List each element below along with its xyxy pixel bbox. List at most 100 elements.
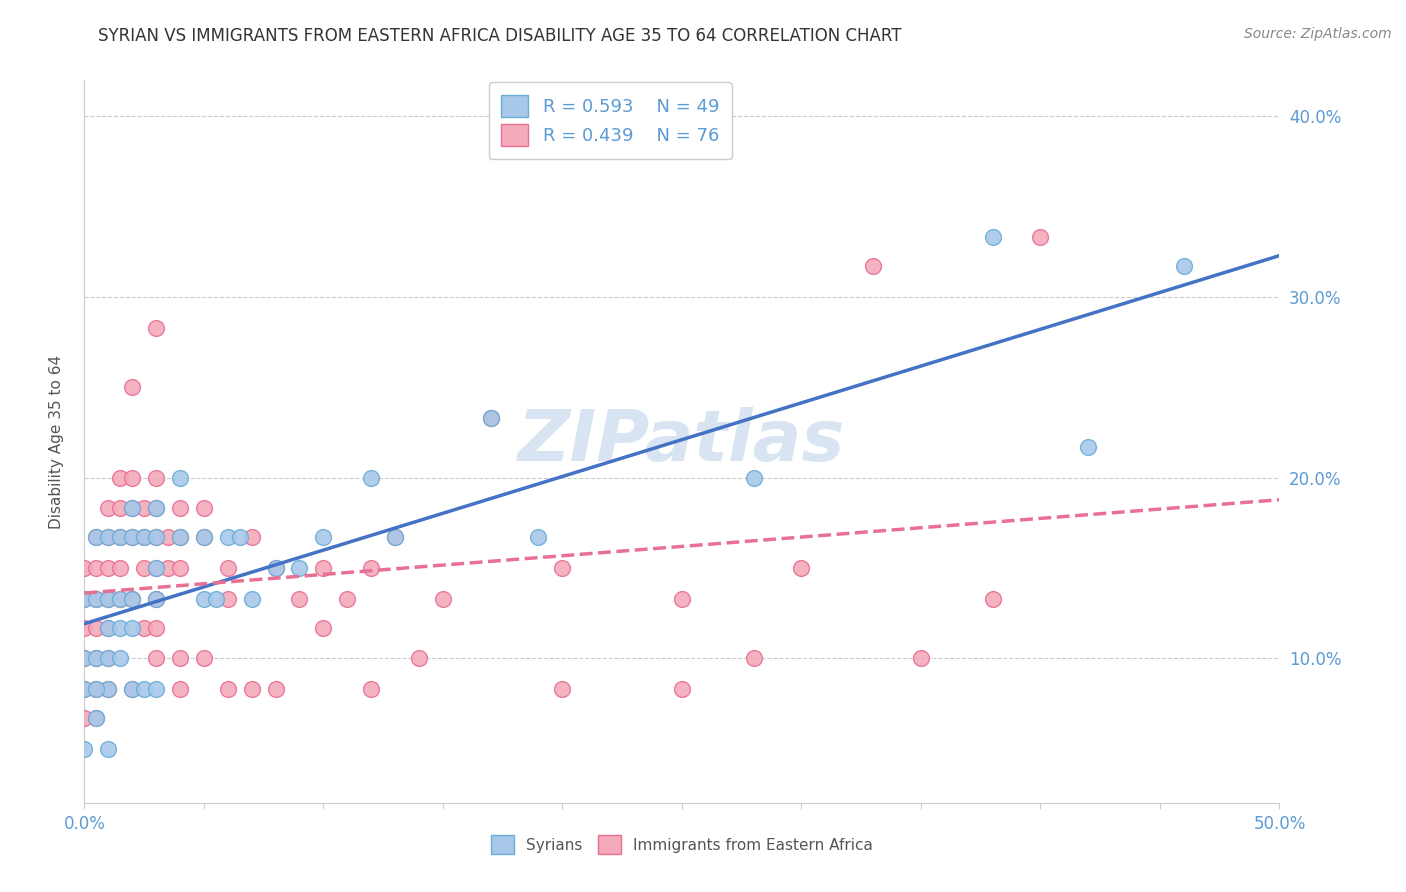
Point bbox=[157, 561, 180, 575]
Point bbox=[145, 501, 167, 516]
Point bbox=[121, 681, 143, 696]
Point bbox=[73, 651, 96, 665]
Point bbox=[86, 561, 108, 575]
Point bbox=[479, 411, 502, 425]
Point bbox=[121, 591, 143, 606]
Point bbox=[742, 651, 765, 665]
Point bbox=[86, 711, 108, 725]
Point bbox=[145, 501, 167, 516]
Point bbox=[671, 591, 693, 606]
Point bbox=[73, 711, 96, 725]
Point bbox=[240, 530, 263, 544]
Point bbox=[145, 651, 167, 665]
Point bbox=[110, 621, 132, 635]
Point bbox=[169, 651, 191, 665]
Point bbox=[145, 530, 167, 544]
Point bbox=[110, 530, 132, 544]
Point bbox=[121, 591, 143, 606]
Point bbox=[384, 530, 406, 544]
Point bbox=[121, 621, 143, 635]
Point bbox=[132, 530, 156, 544]
Point bbox=[145, 681, 167, 696]
Point bbox=[97, 530, 120, 544]
Point bbox=[121, 530, 143, 544]
Point bbox=[132, 530, 156, 544]
Point bbox=[217, 591, 239, 606]
Point bbox=[288, 561, 311, 575]
Point bbox=[551, 681, 574, 696]
Point bbox=[145, 591, 167, 606]
Point bbox=[97, 621, 120, 635]
Y-axis label: Disability Age 35 to 64: Disability Age 35 to 64 bbox=[49, 354, 63, 529]
Point bbox=[97, 591, 120, 606]
Point bbox=[527, 530, 550, 544]
Point bbox=[145, 561, 167, 575]
Point bbox=[73, 561, 96, 575]
Point bbox=[312, 530, 335, 544]
Point bbox=[86, 591, 108, 606]
Point bbox=[360, 471, 382, 485]
Point bbox=[110, 471, 132, 485]
Point bbox=[86, 530, 108, 544]
Point bbox=[205, 591, 228, 606]
Point bbox=[288, 591, 311, 606]
Point bbox=[229, 530, 252, 544]
Point bbox=[110, 591, 132, 606]
Point bbox=[121, 681, 143, 696]
Point bbox=[73, 591, 96, 606]
Point bbox=[193, 530, 215, 544]
Point bbox=[360, 561, 382, 575]
Point bbox=[73, 681, 96, 696]
Point bbox=[97, 621, 120, 635]
Point bbox=[1029, 230, 1052, 244]
Point bbox=[790, 561, 813, 575]
Point bbox=[145, 320, 167, 334]
Point bbox=[169, 561, 191, 575]
Point bbox=[97, 681, 120, 696]
Point bbox=[110, 530, 132, 544]
Point bbox=[97, 530, 120, 544]
Point bbox=[86, 681, 108, 696]
Point bbox=[97, 591, 120, 606]
Point bbox=[73, 741, 96, 756]
Point bbox=[264, 561, 287, 575]
Point bbox=[132, 621, 156, 635]
Point bbox=[132, 561, 156, 575]
Point bbox=[110, 591, 132, 606]
Point bbox=[264, 681, 287, 696]
Point bbox=[97, 651, 120, 665]
Point bbox=[169, 530, 191, 544]
Point bbox=[132, 501, 156, 516]
Point bbox=[479, 411, 502, 425]
Point bbox=[97, 681, 120, 696]
Point bbox=[193, 591, 215, 606]
Point bbox=[384, 530, 406, 544]
Text: ZIPatlas: ZIPatlas bbox=[519, 407, 845, 476]
Point bbox=[432, 591, 454, 606]
Point bbox=[121, 380, 143, 394]
Point bbox=[240, 681, 263, 696]
Point bbox=[121, 530, 143, 544]
Point bbox=[193, 651, 215, 665]
Point bbox=[121, 501, 143, 516]
Point bbox=[110, 501, 132, 516]
Point bbox=[86, 651, 108, 665]
Point bbox=[110, 651, 132, 665]
Point bbox=[73, 621, 96, 635]
Point bbox=[169, 501, 191, 516]
Point bbox=[217, 681, 239, 696]
Point bbox=[97, 741, 120, 756]
Point bbox=[86, 621, 108, 635]
Point bbox=[97, 501, 120, 516]
Point bbox=[240, 591, 263, 606]
Point bbox=[157, 530, 180, 544]
Point bbox=[910, 651, 932, 665]
Point bbox=[169, 530, 191, 544]
Point bbox=[217, 561, 239, 575]
Point bbox=[145, 561, 167, 575]
Point bbox=[742, 471, 765, 485]
Point bbox=[193, 501, 215, 516]
Text: Source: ZipAtlas.com: Source: ZipAtlas.com bbox=[1244, 27, 1392, 41]
Point bbox=[408, 651, 430, 665]
Point bbox=[145, 591, 167, 606]
